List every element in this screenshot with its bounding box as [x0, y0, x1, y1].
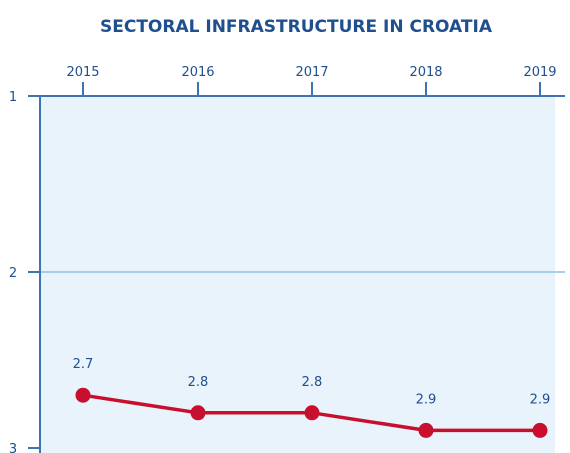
- x-tick-label: 2019: [523, 65, 556, 80]
- data-point: [532, 422, 548, 438]
- data-label: 2.7: [73, 357, 94, 372]
- data-label: 2.9: [416, 392, 437, 407]
- y-tick-label: 1: [9, 90, 17, 105]
- y-tick-label: 3: [9, 442, 17, 453]
- y-tick-label: 2: [9, 266, 17, 281]
- data-point: [418, 422, 434, 438]
- data-point: [190, 405, 206, 421]
- x-tick-label: 2018: [409, 65, 442, 80]
- data-label: 2.8: [302, 375, 323, 390]
- x-tick-label: 2016: [181, 65, 214, 80]
- data-point: [75, 387, 91, 403]
- plot-area: 2015 2016 2017 2018 2019 1 2 3 2.7 2.8 2.8 2.9 2.9: [9, 65, 565, 453]
- data-label: 2.8: [188, 375, 209, 390]
- plot-background: [40, 96, 555, 453]
- x-tick-label: 2015: [66, 65, 99, 80]
- x-tick-label: 2017: [295, 65, 328, 80]
- data-point: [304, 405, 320, 421]
- data-label: 2.9: [530, 392, 551, 407]
- chart-title: SECTORAL INFRASTRUCTURE IN CROATIA: [100, 17, 493, 37]
